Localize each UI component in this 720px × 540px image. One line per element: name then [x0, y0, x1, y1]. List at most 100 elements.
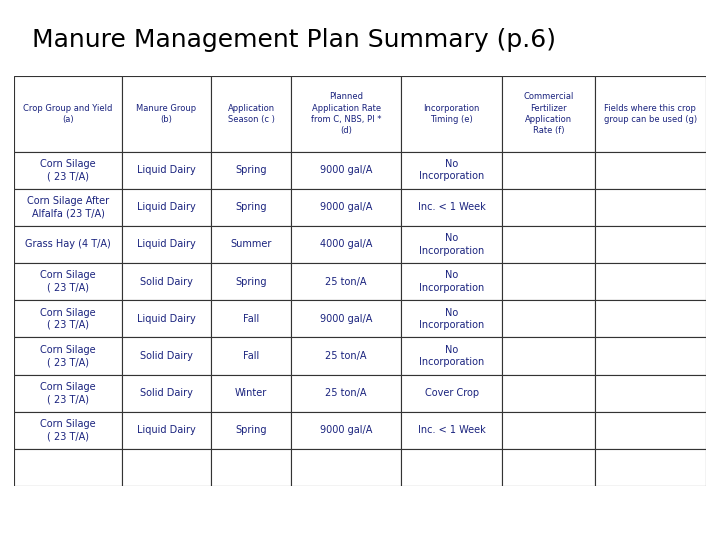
- Bar: [212, 152, 291, 188]
- Bar: [402, 188, 502, 226]
- Bar: [502, 375, 595, 411]
- Bar: [14, 449, 122, 486]
- Text: Grass Hay (4 T/A): Grass Hay (4 T/A): [25, 239, 111, 249]
- Text: Winter: Winter: [235, 388, 267, 398]
- Bar: [402, 76, 502, 152]
- Bar: [595, 411, 706, 449]
- Text: Corn Silage
( 23 T/A): Corn Silage ( 23 T/A): [40, 419, 96, 442]
- Bar: [291, 152, 402, 188]
- Text: 25 ton/A: 25 ton/A: [325, 276, 367, 287]
- Bar: [291, 263, 402, 300]
- Bar: [291, 449, 402, 486]
- Bar: [402, 263, 502, 300]
- Bar: [291, 188, 402, 226]
- Bar: [595, 300, 706, 338]
- Text: 9000 gal/A: 9000 gal/A: [320, 202, 372, 212]
- Text: Liquid Dairy: Liquid Dairy: [137, 314, 196, 324]
- Text: 25 ton/A: 25 ton/A: [325, 351, 367, 361]
- Bar: [502, 449, 595, 486]
- Bar: [291, 338, 402, 375]
- Text: Spring: Spring: [235, 202, 267, 212]
- Text: Corn Silage After
Alfalfa (23 T/A): Corn Silage After Alfalfa (23 T/A): [27, 196, 109, 219]
- Text: Fields where this crop
group can be used (g): Fields where this crop group can be used…: [604, 104, 697, 124]
- Text: Spring: Spring: [235, 426, 267, 435]
- Text: Liquid Dairy: Liquid Dairy: [137, 165, 196, 175]
- Bar: [595, 188, 706, 226]
- Bar: [14, 188, 122, 226]
- Bar: [595, 263, 706, 300]
- Text: Corn Silage
( 23 T/A): Corn Silage ( 23 T/A): [40, 271, 96, 293]
- Text: Liquid Dairy: Liquid Dairy: [137, 239, 196, 249]
- Bar: [212, 338, 291, 375]
- Text: No
Incorporation: No Incorporation: [419, 159, 485, 181]
- Text: No
Incorporation: No Incorporation: [419, 308, 485, 330]
- Text: Solid Dairy: Solid Dairy: [140, 276, 193, 287]
- Bar: [122, 338, 212, 375]
- Bar: [502, 188, 595, 226]
- Bar: [212, 76, 291, 152]
- Text: Fall: Fall: [243, 314, 259, 324]
- Bar: [502, 411, 595, 449]
- Text: Solid Dairy: Solid Dairy: [140, 388, 193, 398]
- Text: Penn State: Penn State: [18, 505, 145, 526]
- Bar: [502, 226, 595, 263]
- Text: 9000 gal/A: 9000 gal/A: [320, 314, 372, 324]
- Bar: [122, 300, 212, 338]
- Bar: [291, 411, 402, 449]
- Bar: [212, 188, 291, 226]
- Bar: [402, 226, 502, 263]
- Text: Corn Silage
( 23 T/A): Corn Silage ( 23 T/A): [40, 159, 96, 181]
- Bar: [14, 76, 122, 152]
- Bar: [595, 375, 706, 411]
- Bar: [402, 152, 502, 188]
- Bar: [212, 411, 291, 449]
- Bar: [595, 338, 706, 375]
- Text: 9000 gal/A: 9000 gal/A: [320, 426, 372, 435]
- Text: 25 ton/A: 25 ton/A: [325, 388, 367, 398]
- Bar: [122, 411, 212, 449]
- Text: Liquid Dairy: Liquid Dairy: [137, 426, 196, 435]
- Bar: [291, 226, 402, 263]
- Bar: [14, 411, 122, 449]
- Text: Application
Season (c ): Application Season (c ): [228, 104, 275, 124]
- Bar: [122, 263, 212, 300]
- Text: Corn Silage
( 23 T/A): Corn Silage ( 23 T/A): [40, 308, 96, 330]
- Text: No
Incorporation: No Incorporation: [419, 271, 485, 293]
- Bar: [595, 152, 706, 188]
- Bar: [122, 375, 212, 411]
- Bar: [595, 226, 706, 263]
- Text: Inc. < 1 Week: Inc. < 1 Week: [418, 426, 485, 435]
- Text: Cover Crop: Cover Crop: [425, 388, 479, 398]
- Bar: [212, 263, 291, 300]
- Text: Summer: Summer: [230, 239, 272, 249]
- Bar: [14, 300, 122, 338]
- Text: Manure Group
(b): Manure Group (b): [136, 104, 197, 124]
- Bar: [122, 226, 212, 263]
- Text: Spring: Spring: [235, 276, 267, 287]
- Bar: [14, 375, 122, 411]
- Bar: [122, 76, 212, 152]
- Text: Inc. < 1 Week: Inc. < 1 Week: [418, 202, 485, 212]
- Bar: [122, 188, 212, 226]
- Text: Spring: Spring: [235, 165, 267, 175]
- Bar: [402, 449, 502, 486]
- Bar: [14, 263, 122, 300]
- Text: Commercial
Fertilizer
Application
Rate (f): Commercial Fertilizer Application Rate (…: [523, 92, 574, 134]
- Bar: [402, 300, 502, 338]
- Bar: [291, 375, 402, 411]
- Bar: [122, 449, 212, 486]
- Text: Liquid Dairy: Liquid Dairy: [137, 202, 196, 212]
- Bar: [212, 375, 291, 411]
- Text: Solid Dairy: Solid Dairy: [140, 351, 193, 361]
- Text: Manure Management Plan Summary (p.6): Manure Management Plan Summary (p.6): [32, 28, 557, 52]
- Bar: [502, 76, 595, 152]
- Bar: [402, 411, 502, 449]
- Bar: [502, 300, 595, 338]
- Bar: [502, 338, 595, 375]
- Bar: [595, 76, 706, 152]
- Bar: [14, 226, 122, 263]
- Bar: [502, 152, 595, 188]
- Bar: [502, 263, 595, 300]
- Text: Corn Silage
( 23 T/A): Corn Silage ( 23 T/A): [40, 382, 96, 404]
- Text: 4000 gal/A: 4000 gal/A: [320, 239, 372, 249]
